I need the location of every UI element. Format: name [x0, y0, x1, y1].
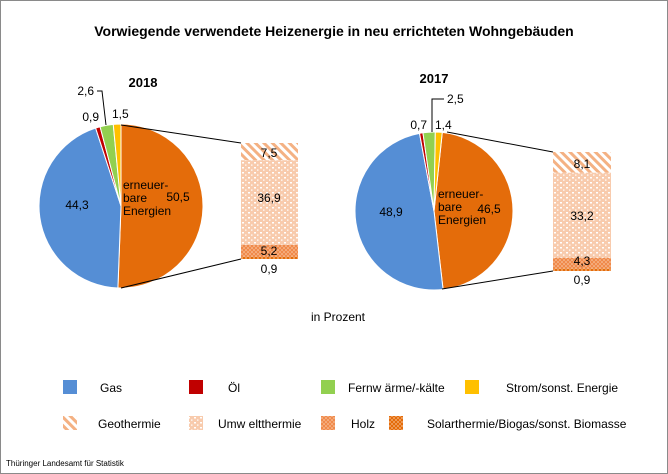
bar-label: 8,1: [574, 157, 591, 171]
legend-swatch: [321, 416, 335, 430]
legend-label: Solarthermie/Biogas/sonst. Biomasse: [427, 417, 627, 431]
connector-line: [441, 270, 554, 290]
source-label: Thüringer Landesamt für Statistik: [6, 459, 125, 468]
pie-slice-erneuerbare-energien: [433, 131, 514, 291]
bar-label: 7,5: [261, 146, 278, 160]
bar-label: 4,3: [574, 254, 591, 268]
legend-item-solarthermie-biogas-sonst-biomasse: Solarthermie/Biogas/sonst. Biomasse: [389, 416, 627, 431]
legend: Gas Öl Fernw ärme/-kälte Strom/sonst. Energ…: [63, 380, 627, 431]
legend-label: Holz: [351, 417, 375, 431]
bar-segment-holz: [553, 257, 611, 269]
legend-item-strom-sonst-energie: Strom/sonst. Energie: [465, 380, 618, 395]
legend-item-fernw-rme-k-lte: Fernw ärme/-kälte: [321, 380, 445, 395]
unit-label: in Prozent: [311, 310, 366, 324]
leader-line: [97, 90, 107, 126]
connector-line: [446, 131, 554, 153]
pie-slice-gas: [354, 132, 444, 291]
year-label: 2018: [129, 75, 158, 90]
renewables-label: bare: [438, 200, 462, 214]
renewables-label: Energien: [123, 204, 171, 218]
legend-swatch: [63, 380, 77, 394]
legend-label: Geothermie: [98, 417, 161, 431]
renewables-label: Energien: [438, 213, 486, 227]
data-label: 1,5: [112, 107, 129, 121]
data-label: 1,4: [435, 118, 452, 132]
bar-label: 5,2: [261, 244, 278, 258]
pie-slice-erneuerbare-energien: [117, 123, 204, 289]
legend-swatch: [465, 380, 479, 394]
connector-line: [120, 124, 242, 144]
renewables-label: bare: [123, 191, 147, 205]
legend-label: Fernw ärme/-kälte: [348, 381, 445, 395]
bar-segment-geothermie: [241, 143, 298, 161]
legend-label: Öl: [228, 381, 240, 395]
data-label: 0,7: [410, 118, 427, 132]
pie-slice-strom-sonst-energie: [433, 131, 443, 212]
bar-segment-holz: [241, 244, 298, 257]
legend-swatch: [63, 416, 77, 430]
bar-segment-umweltthermie: [553, 172, 611, 258]
chart-title: Vorwiegende verwendete Heizenergie in ne…: [94, 23, 573, 39]
pie-2018: [38, 123, 204, 289]
legend-label: Strom/sonst. Energie: [506, 381, 618, 395]
data-label: 48,9: [379, 205, 403, 219]
renewables-label: erneuer-: [438, 187, 483, 201]
legend-item-umw-eltthermie: Umw eltthermie: [189, 416, 302, 431]
connector-line: [120, 258, 242, 289]
bar-label: 0,9: [261, 262, 278, 276]
legend-label: Gas: [100, 381, 122, 395]
data-label: 50,5: [166, 190, 190, 204]
legend-swatch: [189, 380, 203, 394]
breakdown-bar-2018: [241, 143, 298, 259]
data-label: 44,3: [65, 198, 89, 212]
pie-slice-strom-sonst-energie: [112, 123, 122, 207]
data-label: 2,6: [77, 84, 94, 98]
legend-swatch: [321, 380, 335, 394]
bar-label: 36,9: [257, 191, 281, 205]
bar-segment-solarthermie-biogas-sonst-biomasse: [553, 268, 611, 271]
legend-item-geothermie: Geothermie: [63, 416, 161, 431]
legend-item-gas: Gas: [63, 380, 122, 395]
data-label: 46,5: [477, 202, 501, 216]
legend-swatch: [389, 416, 403, 430]
bar-label: 33,2: [570, 209, 594, 223]
bar-label: 0,9: [574, 273, 591, 287]
bar-segment-geothermie: [553, 152, 611, 173]
year-label: 2017: [420, 71, 449, 86]
legend-label: Umw eltthermie: [218, 417, 302, 431]
renewables-label: erneuer-: [123, 178, 168, 192]
leader-line: [431, 98, 444, 132]
breakdown-bar-2017: [553, 152, 611, 271]
pie-2017: [354, 131, 514, 291]
pie-slice-gas: [38, 127, 122, 289]
legend-swatch: [189, 416, 203, 430]
data-label: 0,9: [82, 110, 99, 124]
legend-item-holz: Holz: [321, 416, 375, 431]
bar-segment-solarthermie-biogas-sonst-biomasse: [241, 256, 298, 259]
data-label: 2,5: [447, 92, 464, 106]
legend-item-l: Öl: [189, 380, 240, 395]
bar-segment-umweltthermie: [241, 160, 298, 245]
